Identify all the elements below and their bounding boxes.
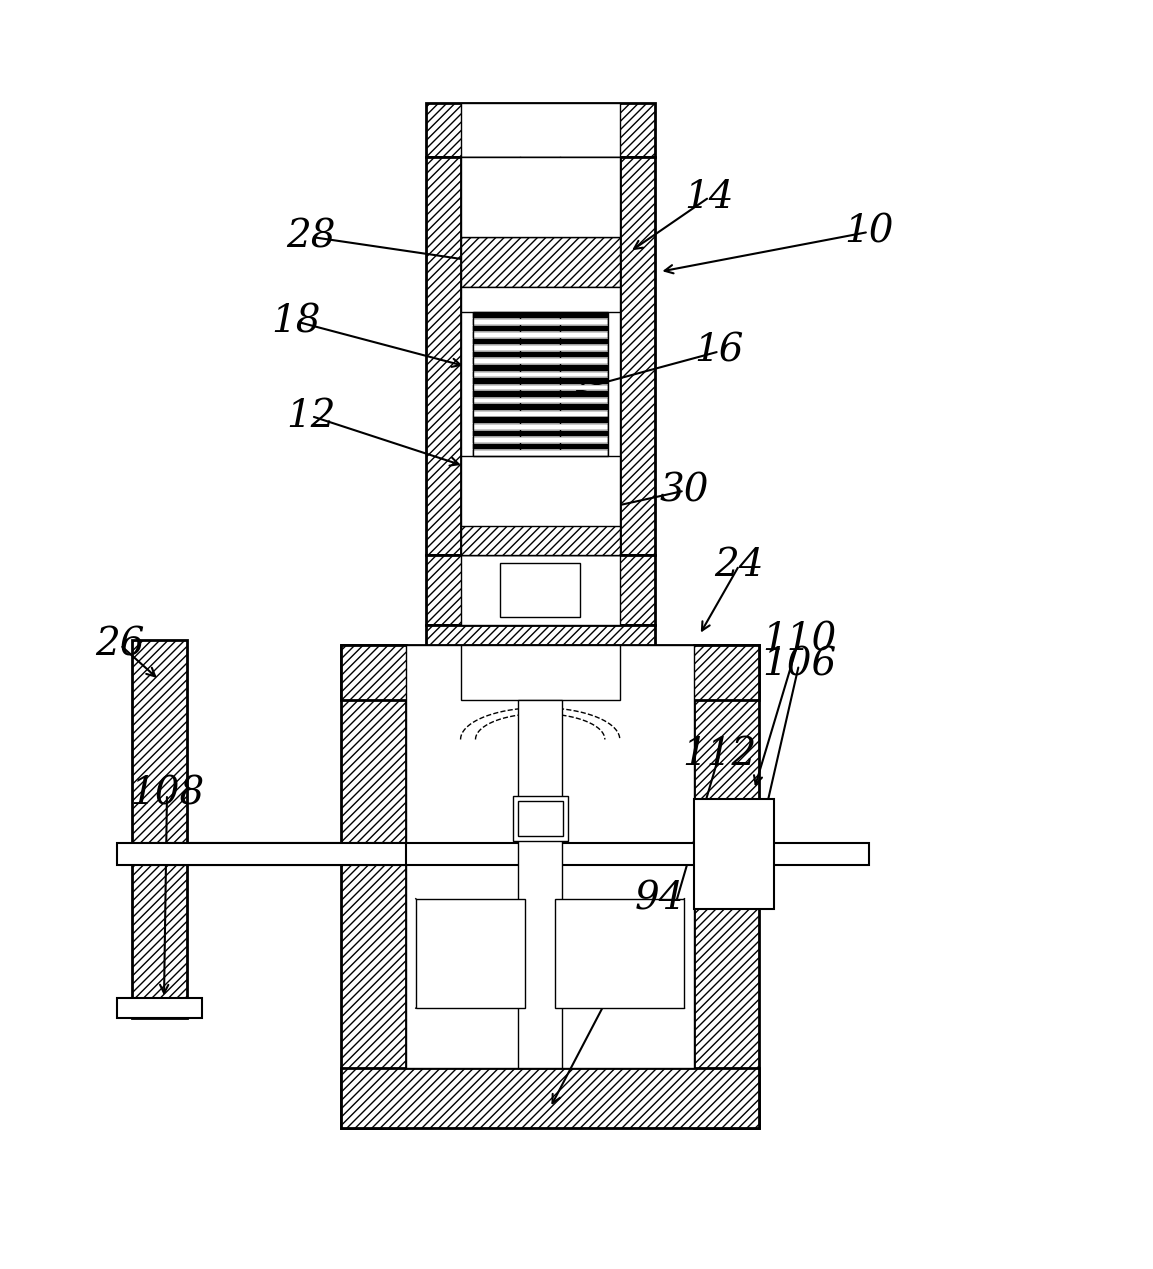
Bar (473, 450, 608, 456)
Bar (473, 326, 608, 331)
Bar (460, 237, 620, 287)
Bar (460, 103, 620, 157)
Bar (473, 397, 608, 404)
Bar (555, 898, 685, 1008)
Bar (460, 556, 620, 626)
Text: 30: 30 (660, 472, 709, 509)
Bar (341, 645, 406, 1128)
Bar (473, 405, 608, 410)
Bar (519, 699, 562, 1068)
Bar (460, 157, 620, 556)
Bar (473, 438, 608, 443)
Bar (341, 645, 759, 699)
Bar (473, 365, 608, 371)
Bar (620, 157, 655, 556)
Text: 10: 10 (844, 213, 894, 250)
Bar (473, 372, 608, 377)
Bar (425, 103, 655, 157)
Bar (473, 418, 608, 423)
Bar (473, 411, 608, 416)
Bar (694, 645, 759, 1128)
Bar (460, 645, 620, 699)
Bar (118, 843, 406, 865)
Bar (473, 312, 608, 319)
Bar (500, 563, 580, 617)
Text: 106: 106 (762, 646, 836, 683)
Bar (473, 378, 608, 383)
Bar (460, 456, 620, 556)
Text: 24: 24 (715, 547, 764, 584)
Bar (416, 898, 526, 1008)
Text: 18: 18 (272, 303, 321, 340)
Bar (694, 799, 774, 909)
Bar (133, 640, 187, 1018)
Bar (460, 287, 620, 312)
Text: 108: 108 (130, 775, 204, 812)
Bar (473, 345, 608, 352)
Bar (460, 157, 620, 237)
Bar (406, 645, 694, 1068)
Text: 26: 26 (96, 627, 145, 664)
Bar (460, 525, 620, 556)
Bar (142, 843, 868, 865)
Text: 110: 110 (762, 622, 836, 659)
Bar (513, 796, 568, 841)
Bar (425, 626, 655, 645)
Text: 28: 28 (287, 218, 336, 255)
Bar (519, 801, 563, 836)
Bar (425, 157, 460, 556)
Text: 12: 12 (287, 397, 336, 434)
Bar (473, 424, 608, 430)
Bar (473, 430, 608, 437)
Bar (425, 556, 655, 626)
Bar (118, 999, 202, 1018)
Bar (473, 444, 608, 449)
Text: 14: 14 (685, 179, 734, 216)
Bar (473, 319, 608, 325)
Bar (473, 358, 608, 364)
Text: 94: 94 (635, 881, 685, 917)
Bar (473, 312, 608, 456)
Bar (473, 352, 608, 358)
Bar (473, 339, 608, 344)
Bar (473, 391, 608, 397)
Bar (473, 385, 608, 391)
Bar (473, 332, 608, 338)
Text: 16: 16 (694, 332, 744, 369)
Bar (341, 1068, 759, 1128)
Text: 112: 112 (683, 736, 756, 773)
